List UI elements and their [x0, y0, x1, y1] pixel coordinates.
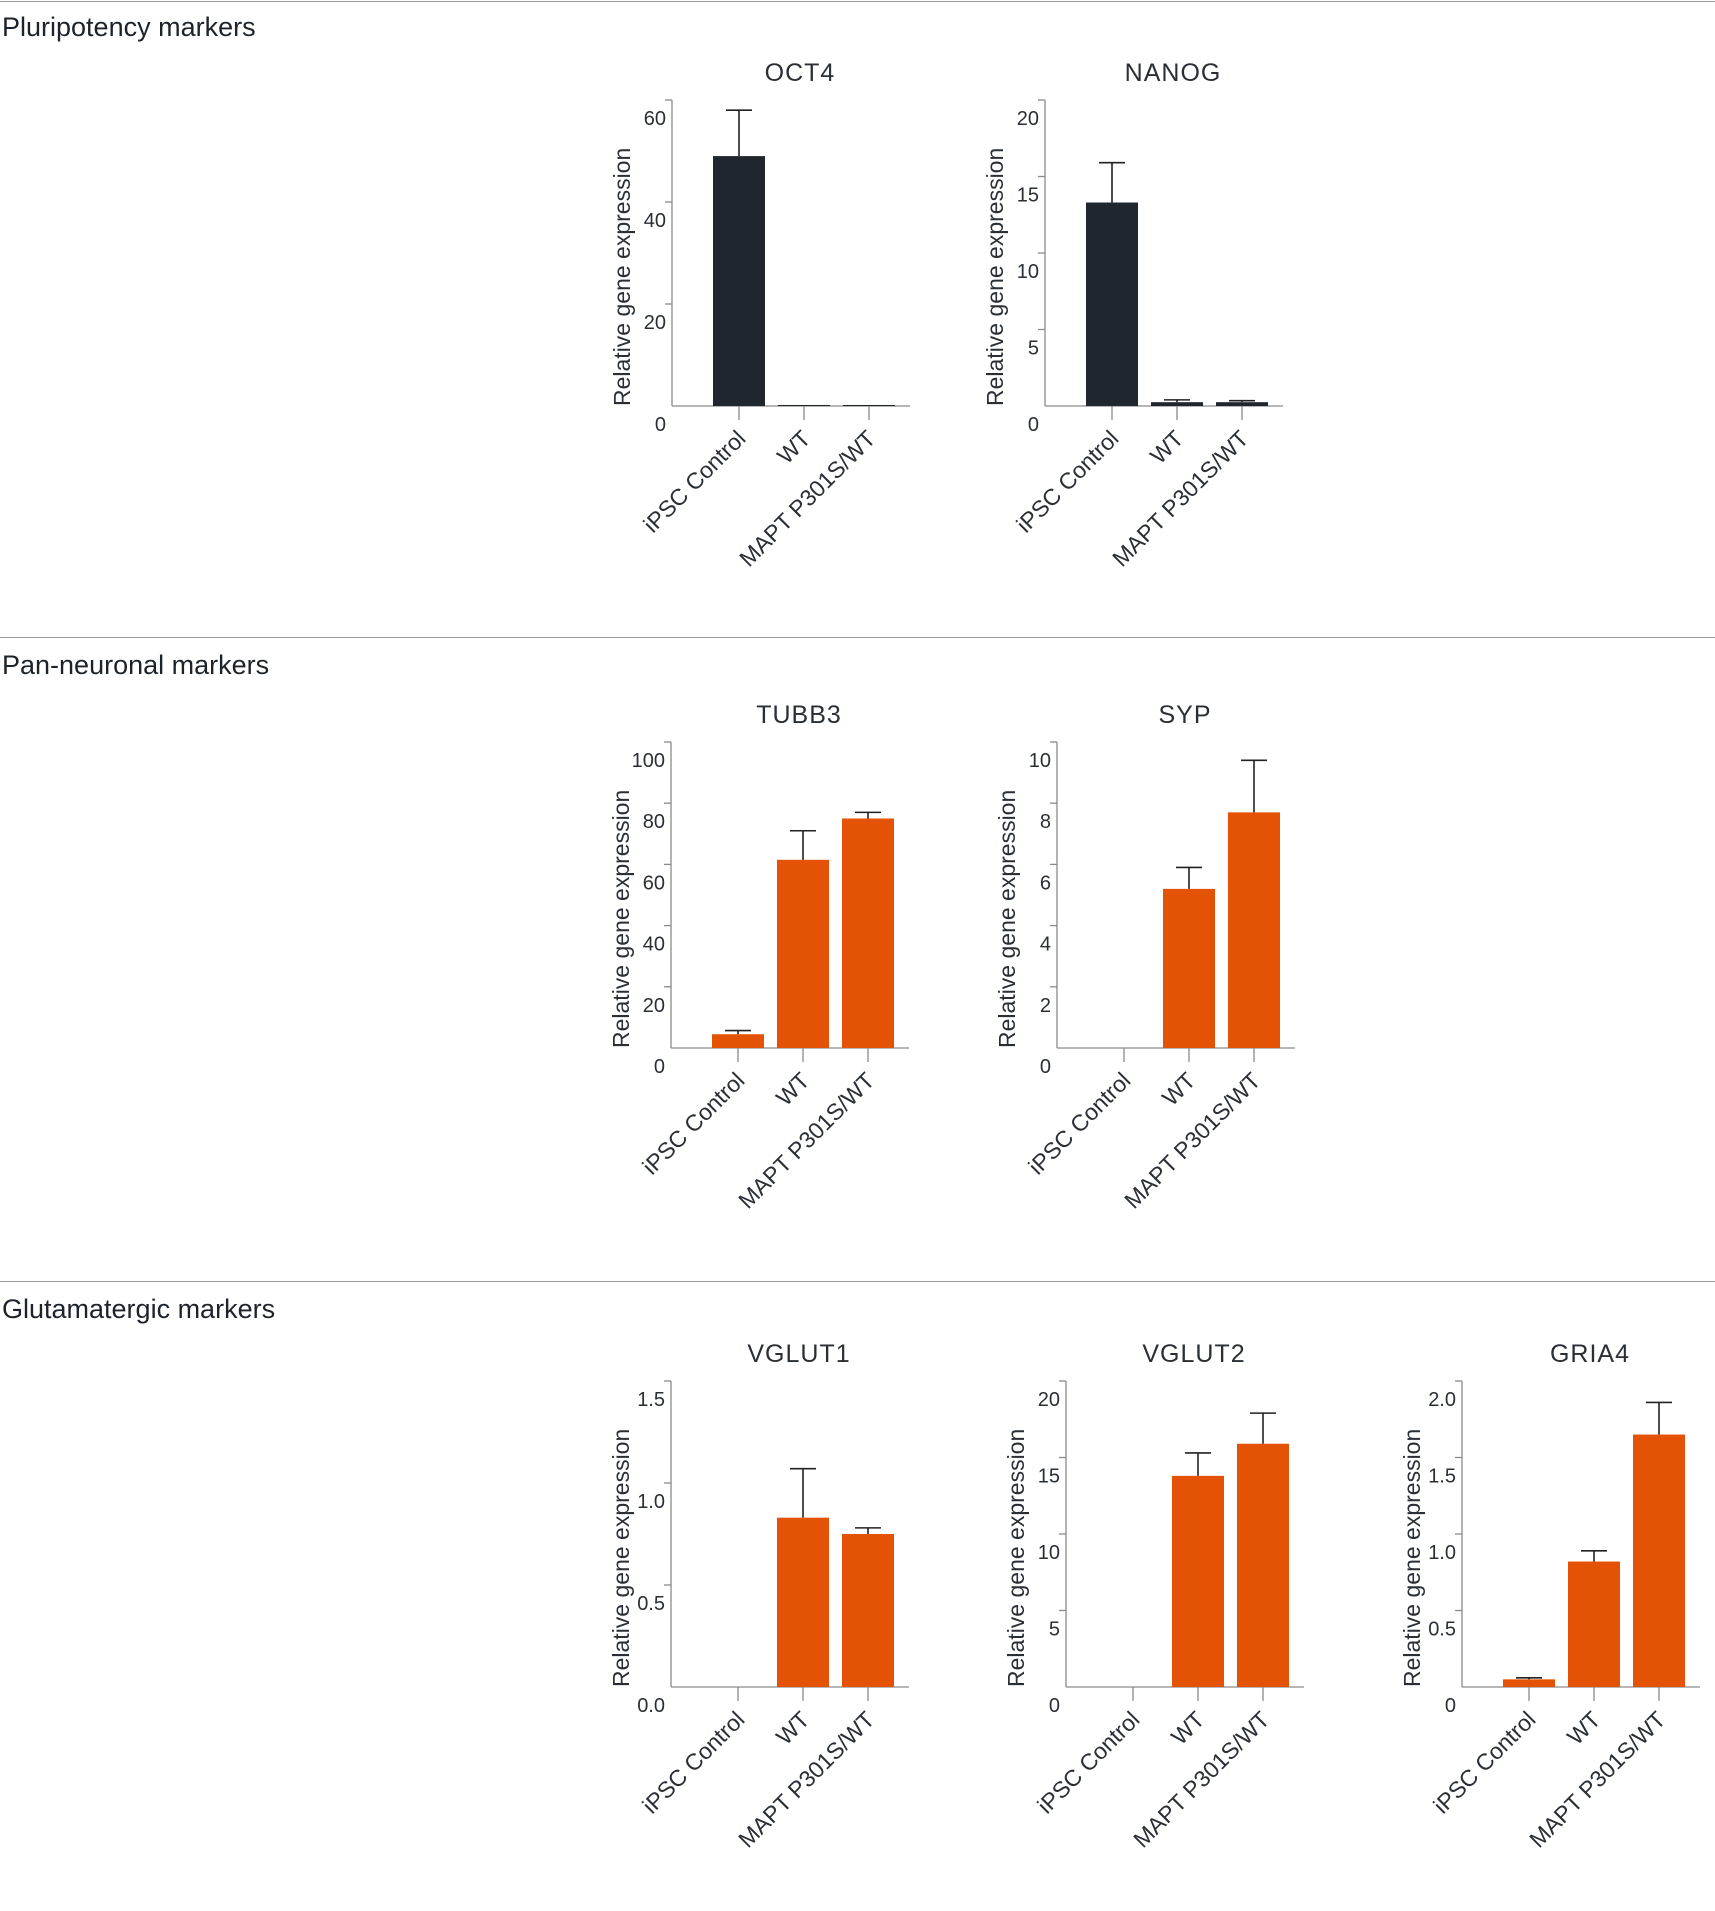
chart-nanog: NANOG Relative gene expression 0 5 10 15 20 iPS… [982, 59, 1283, 572]
y-tick-label: 20 [1017, 108, 1039, 130]
section-title-glutamatergic: Glutamatergic markers [2, 1294, 276, 1324]
x-tick-label: WT [1157, 1067, 1201, 1111]
bar-mapt-p301s-wt [1216, 402, 1268, 406]
y-tick-label: 1.0 [637, 1491, 665, 1513]
bar-ipsc-control [712, 1034, 764, 1048]
y-tick-label: 0.5 [637, 1593, 665, 1615]
bar-mapt-p301s-wt [843, 404, 895, 406]
y-tick-label: 15 [1038, 1466, 1060, 1488]
y-tick-label: 0 [655, 414, 666, 436]
x-tick-label: WT [771, 1706, 815, 1750]
bar-mapt-p301s-wt [842, 1534, 894, 1687]
x-tick-label: WT [1145, 425, 1189, 469]
y-tick-label: 10 [1029, 750, 1051, 772]
y-tick-label: 40 [643, 934, 665, 956]
y-tick-label: 2 [1040, 995, 1051, 1017]
bar-mapt-p301s-wt [1633, 1434, 1685, 1687]
y-tick-label: 8 [1040, 811, 1051, 833]
y-tick-label: 15 [1017, 185, 1039, 207]
y-tick-label: 0 [1040, 1056, 1051, 1078]
x-tick-label: iPSC Control [637, 1706, 749, 1818]
x-tick-label: WT [1166, 1706, 1210, 1750]
y-tick-label: 60 [643, 872, 665, 894]
chart-title: VGLUT2 [1142, 1340, 1245, 1368]
section-title-pan-neuronal: Pan-neuronal markers [2, 650, 270, 680]
bar-wt [777, 859, 829, 1048]
y-tick-label: 20 [644, 312, 666, 334]
bar-ipsc-control [713, 156, 765, 406]
y-tick-label: 1.0 [1428, 1542, 1456, 1564]
y-tick-label: 60 [644, 108, 666, 130]
bar-ipsc-control [1503, 1679, 1555, 1687]
bar-mapt-p301s-wt [842, 818, 894, 1048]
y-tick-label: 0.0 [637, 1695, 665, 1717]
y-tick-label: 6 [1040, 872, 1051, 894]
y-tick-label: 20 [643, 995, 665, 1017]
y-tick-label: 0 [1445, 1695, 1456, 1717]
y-axis-label: Relative gene expression [608, 790, 634, 1048]
x-tick-label: iPSC Control [1428, 1706, 1540, 1818]
x-tick-label: WT [772, 425, 816, 469]
y-axis-label: Relative gene expression [1399, 1429, 1425, 1687]
y-tick-label: 0 [1049, 1695, 1060, 1717]
y-tick-label: 1.5 [637, 1389, 665, 1411]
y-tick-label: 2.0 [1428, 1389, 1456, 1411]
chart-title: NANOG [1125, 59, 1222, 87]
x-tick-label: iPSC Control [1023, 1067, 1135, 1179]
section-title-pluripotency: Pluripotency markers [2, 12, 256, 42]
y-tick-label: 20 [1038, 1389, 1060, 1411]
bar-wt [1163, 888, 1215, 1048]
y-tick-label: 5 [1049, 1619, 1060, 1641]
y-tick-label: 10 [1038, 1542, 1060, 1564]
x-tick-label: iPSC Control [638, 425, 750, 537]
chart-title: SYP [1158, 701, 1211, 729]
chart-gria4: GRIA4 Relative gene expression 0 0.5 1.0 1.5 2… [1399, 1340, 1700, 1853]
y-axis-label: Relative gene expression [994, 790, 1020, 1048]
chart-syp: SYP Relative gene expression 0 2 4 6 8 10 iPSC C… [994, 701, 1295, 1214]
y-tick-label: 10 [1017, 261, 1039, 283]
bar-wt [1151, 402, 1203, 406]
y-tick-label: 0 [654, 1056, 665, 1078]
bar-wt [777, 1517, 829, 1687]
section-divider [0, 1, 1715, 2]
x-tick-label: iPSC Control [637, 1067, 749, 1179]
y-tick-label: 100 [632, 750, 665, 772]
y-tick-label: 1.5 [1428, 1466, 1456, 1488]
y-axis-label: Relative gene expression [1003, 1429, 1029, 1687]
bar-mapt-p301s-wt [1237, 1443, 1289, 1687]
bar-wt [1172, 1475, 1224, 1687]
bar-wt [1568, 1561, 1620, 1687]
x-tick-label: WT [1562, 1706, 1606, 1750]
chart-title: GRIA4 [1550, 1340, 1630, 1368]
chart-title: VGLUT1 [747, 1340, 850, 1368]
y-tick-label: 5 [1028, 338, 1039, 360]
section-divider [0, 637, 1715, 638]
chart-vglut2: VGLUT2 Relative gene expression 0 5 10 15 20 iP… [1003, 1340, 1304, 1853]
chart-title: OCT4 [765, 59, 836, 87]
x-tick-label: WT [771, 1067, 815, 1111]
y-tick-label: 4 [1040, 934, 1051, 956]
y-axis-label: Relative gene expression [608, 1429, 634, 1687]
bar-mapt-p301s-wt [1228, 812, 1280, 1048]
bar-ipsc-control [1086, 202, 1138, 406]
y-tick-label: 0 [1028, 414, 1039, 436]
y-axis-label: Relative gene expression [982, 148, 1008, 406]
y-tick-label: 0.5 [1428, 1619, 1456, 1641]
y-axis-label: Relative gene expression [609, 148, 635, 406]
chart-tubb3: TUBB3 Relative gene expression 0 20 40 60 80 10… [608, 701, 909, 1214]
x-tick-label: iPSC Control [1011, 425, 1123, 537]
chart-oct4: OCT4 Relative gene expression 0 20 40 60 iPSC … [609, 59, 910, 572]
y-tick-label: 40 [644, 210, 666, 232]
y-tick-label: 80 [643, 811, 665, 833]
x-tick-label: iPSC Control [1032, 1706, 1144, 1818]
bar-wt [778, 404, 830, 406]
section-divider [0, 1281, 1715, 1282]
chart-title: TUBB3 [756, 701, 842, 729]
